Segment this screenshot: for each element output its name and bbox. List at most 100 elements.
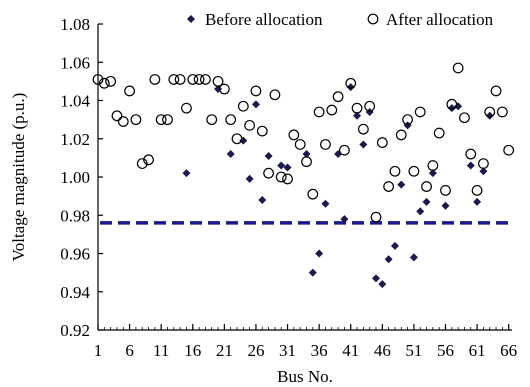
before-allocation-point	[409, 253, 418, 262]
after-allocation-point	[389, 165, 401, 177]
x-tick-label: 61	[469, 341, 486, 360]
before-allocation-point	[302, 150, 311, 159]
before-allocation-point	[226, 150, 235, 159]
x-tick-label: 21	[216, 341, 233, 360]
after-allocation-point	[465, 148, 477, 160]
before-allocation-point	[441, 201, 450, 210]
x-tick-label: 51	[405, 341, 422, 360]
after-allocation-point	[155, 114, 167, 126]
before-allocation-point	[397, 180, 406, 189]
after-allocation-point	[143, 154, 154, 166]
y-tick-label: 1.08	[60, 15, 90, 34]
after-allocation-point	[162, 114, 173, 126]
after-allocation-point	[452, 62, 464, 74]
after-allocation-point	[294, 139, 306, 150]
before-allocation-point	[447, 104, 456, 113]
after-allocation-point	[193, 74, 205, 85]
after-allocation-point	[320, 139, 331, 150]
y-tick-label: 1.06	[60, 53, 90, 72]
after-allocation-point	[357, 123, 369, 135]
y-tick-label: 0.94	[60, 283, 90, 302]
after-allocation-point	[174, 74, 186, 85]
after-allocation-point	[484, 106, 496, 118]
after-allocation-point	[288, 129, 300, 141]
x-tick-label: 16	[184, 341, 201, 360]
before-allocation-point	[428, 169, 437, 178]
before-allocation-point	[182, 169, 191, 178]
x-tick-label: 56	[437, 341, 454, 360]
after-allocation-point	[490, 85, 502, 97]
before-allocation-point	[264, 151, 273, 160]
before-allocation-point	[239, 136, 248, 145]
after-allocation-point	[206, 114, 218, 126]
after-allocation-point	[212, 75, 224, 87]
x-axis-label: Bus No.	[277, 367, 333, 386]
before-allocation-point	[258, 195, 267, 204]
x-tick-label: 41	[342, 341, 359, 360]
y-tick-label: 1.00	[60, 168, 90, 187]
x-tick-label: 36	[311, 341, 328, 360]
after-allocation-point	[351, 102, 363, 114]
after-allocation-point	[459, 112, 470, 124]
after-allocation-point	[446, 98, 458, 110]
after-allocation-point	[307, 188, 319, 200]
x-tick-label: 6	[125, 341, 134, 360]
before-allocation-point	[422, 197, 431, 206]
after-allocation-point	[124, 85, 135, 97]
before-allocation-point	[277, 161, 286, 170]
after-allocation-point	[136, 158, 148, 170]
after-allocation-point	[105, 75, 117, 87]
before-allocation-point	[416, 207, 425, 216]
y-tick-label: 1.04	[60, 92, 90, 111]
after-allocation-point	[408, 165, 420, 177]
y-tick-label: 1.02	[60, 130, 90, 149]
before-allocation-point	[251, 100, 260, 109]
before-allocation-point	[365, 107, 374, 116]
after-allocation-point	[440, 184, 451, 196]
y-tick-label: 0.96	[60, 245, 90, 264]
x-axis-ticks: 1 6 11 16 21 26 31 36 41 46 51 56 61 66	[94, 324, 517, 360]
before-allocation-point	[378, 280, 387, 289]
before-allocation-point	[315, 249, 324, 258]
x-tick-label: 46	[374, 341, 391, 360]
after-allocation-point	[433, 127, 445, 139]
after-allocation-point	[402, 114, 413, 126]
after-allocation-point	[339, 144, 350, 156]
after-allocation-point	[237, 100, 249, 112]
after-allocation-point	[282, 173, 293, 185]
legend-label-before-allocation: Before allocation	[205, 10, 323, 29]
after-allocation-point	[478, 158, 489, 170]
before-allocation-point	[308, 268, 317, 277]
before-allocation-point	[353, 111, 362, 120]
before-allocation-point	[245, 174, 254, 183]
after-allocation-point	[383, 181, 395, 192]
after-allocation-point	[218, 83, 230, 95]
legend: Before allocation After allocation	[187, 10, 494, 29]
after-allocation-point	[181, 102, 192, 114]
after-allocation-point	[111, 110, 123, 122]
x-tick-label: 66	[500, 341, 517, 360]
after-allocation-point	[244, 119, 256, 131]
before-allocation-point	[372, 274, 380, 283]
x-tick-label: 11	[153, 341, 169, 360]
legend-label-after-allocation: After allocation	[386, 10, 494, 29]
after-allocation-point	[98, 77, 110, 89]
after-allocation-point	[130, 114, 142, 126]
after-allocation-point	[187, 74, 199, 85]
after-allocation-point	[313, 106, 325, 118]
before-allocation-point	[485, 111, 494, 120]
after-allocation-point	[301, 156, 312, 168]
before-allocation-point	[359, 140, 368, 149]
y-tick-label: 0.98	[60, 206, 90, 225]
y-axis-label: Voltage magnitude (p.u.)	[9, 93, 28, 262]
legend-marker-after-allocation	[367, 13, 379, 25]
after-allocation-point	[263, 167, 274, 179]
before-allocation-point	[403, 121, 412, 130]
series-before-allocation	[182, 83, 494, 289]
y-tick-label: 0.92	[60, 321, 90, 340]
after-allocation-point	[332, 91, 344, 103]
before-allocation-point	[340, 215, 349, 224]
after-allocation-point	[370, 211, 382, 223]
after-allocation-point	[200, 74, 211, 85]
